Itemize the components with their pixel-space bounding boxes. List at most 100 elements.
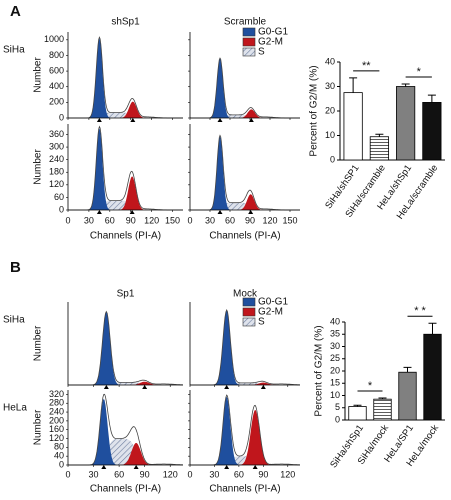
- x-tick-label: 0: [65, 215, 70, 225]
- row-label: HeLa: [3, 403, 27, 414]
- y-tick-label: 240: [49, 154, 64, 164]
- y-tick-label: 200: [49, 97, 64, 107]
- y-tick-label: 200: [49, 415, 64, 425]
- y-tick-label: 300: [49, 141, 64, 151]
- legend-swatch: [242, 307, 256, 317]
- y-tick-label: 0: [59, 459, 64, 469]
- s-phase-area: [190, 456, 300, 465]
- peak-marker: [248, 118, 254, 122]
- g2m-peak: [190, 194, 300, 210]
- peak-marker: [217, 210, 223, 214]
- column-header: Mock: [233, 289, 258, 300]
- y-tick-label: 10: [325, 130, 335, 140]
- s-phase-area: [68, 382, 183, 385]
- y-axis-title: Number: [33, 409, 44, 445]
- peak-marker: [130, 118, 136, 122]
- y-tick-label: 0: [330, 154, 335, 164]
- significance-label: *: [368, 380, 373, 392]
- y-tick-label: 30: [325, 81, 335, 91]
- g0g1-peak: [190, 58, 300, 118]
- column-header: shSp1: [111, 17, 140, 28]
- y-tick-label: 0: [59, 112, 64, 122]
- x-tick-label: 0: [65, 469, 70, 479]
- bar: [423, 333, 442, 421]
- legend-swatch: [242, 37, 256, 47]
- s-phase-area: [190, 382, 300, 385]
- x-tick-label: 60: [105, 215, 115, 225]
- y-tick-label: 40: [330, 316, 340, 326]
- x-tick-label: 30: [84, 215, 94, 225]
- bar: [398, 371, 417, 421]
- peak-marker: [224, 385, 230, 389]
- axes: [189, 390, 300, 466]
- g0g1-peak: [68, 128, 183, 210]
- significance-label: * *: [414, 305, 426, 317]
- error-bar: [353, 404, 362, 407]
- error-bar: [403, 366, 412, 373]
- peak-marker: [96, 210, 102, 214]
- legend-label: G0-G1: [258, 297, 288, 308]
- x-tick-label: 120: [144, 215, 159, 225]
- y-tick-label: 30: [330, 341, 340, 351]
- legend-label: G2-M: [258, 307, 283, 318]
- x-tick-label: 120: [163, 469, 178, 479]
- y-tick-label: 60: [54, 192, 64, 202]
- x-tick-label: 90: [140, 469, 150, 479]
- x-tick-label: 120: [262, 215, 277, 225]
- bar: [343, 92, 363, 161]
- histogram-outline: [190, 134, 300, 211]
- x-tick-label: 60: [114, 469, 124, 479]
- y-tick-label: 400: [49, 81, 64, 91]
- legend-swatch: [242, 47, 256, 57]
- y-axis-title: Percent of G2/M (%): [314, 325, 325, 416]
- row-label: SiHa: [3, 45, 25, 56]
- y-tick-label: 360: [49, 129, 64, 139]
- peak-marker: [96, 118, 102, 122]
- legend-label: S: [258, 47, 265, 58]
- y-tick-label: 600: [49, 65, 64, 75]
- x-axis-title: Channels (PI-A): [209, 484, 280, 495]
- y-tick-label: 20: [330, 365, 340, 375]
- peak-marker: [252, 465, 258, 469]
- peak-marker: [103, 385, 109, 389]
- g0g1-peak: [190, 396, 300, 465]
- histogram-outline: [190, 57, 300, 119]
- y-tick-label: 240: [49, 406, 64, 416]
- y-tick-label: 120: [49, 179, 64, 189]
- x-tick-label: 60: [234, 469, 244, 479]
- y-axis-title: Number: [33, 57, 44, 93]
- significance-label: *: [417, 66, 422, 78]
- peak-marker: [101, 465, 107, 469]
- g0g1-peak: [68, 38, 183, 118]
- y-tick-label: 0: [335, 414, 340, 424]
- x-tick-label: 30: [89, 469, 99, 479]
- y-tick-label: 5: [335, 402, 340, 412]
- x-tick-label: 150: [165, 215, 180, 225]
- s-phase-area: [68, 438, 183, 465]
- x-axis-title: Channels (PI-A): [90, 231, 161, 242]
- legend-swatch: [242, 317, 256, 327]
- axes: [67, 32, 183, 119]
- y-tick-label: 15: [330, 378, 340, 388]
- x-tick-label: 0: [187, 469, 192, 479]
- histogram-outline: [68, 125, 183, 211]
- x-tick-label: 60: [225, 215, 235, 225]
- x-tick-label: 120: [280, 469, 295, 479]
- y-tick-label: 20: [325, 105, 335, 115]
- legend-label: G0-G1: [258, 27, 288, 38]
- y-tick-label: 80: [54, 442, 64, 452]
- x-tick-label: 0: [187, 215, 192, 225]
- error-bar: [349, 77, 358, 93]
- x-tick-label: 30: [209, 469, 219, 479]
- legend-swatch: [242, 297, 256, 307]
- x-tick-label: 30: [205, 215, 215, 225]
- y-tick-label: 40: [54, 451, 64, 461]
- legend-swatch: [242, 27, 256, 37]
- y-tick-label: 10: [330, 390, 340, 400]
- error-bar: [378, 397, 387, 400]
- bar: [373, 398, 392, 421]
- y-tick-label: 320: [49, 389, 64, 399]
- peak-marker: [224, 465, 230, 469]
- y-axis-title: Percent of G2/M (%): [309, 65, 320, 156]
- bar: [369, 136, 389, 161]
